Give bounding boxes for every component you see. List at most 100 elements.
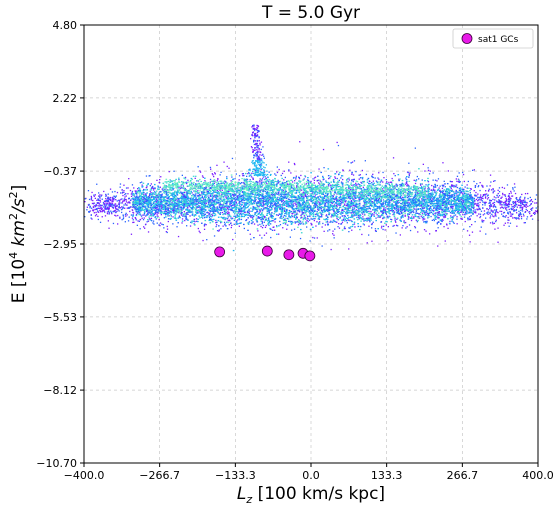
particle: [142, 190, 145, 192]
particle: [191, 182, 193, 184]
particle: [288, 180, 290, 183]
particle: [338, 197, 340, 199]
particle: [127, 187, 129, 189]
particle: [104, 204, 106, 206]
particle: [492, 198, 494, 201]
particle: [177, 198, 179, 201]
particle: [348, 179, 350, 181]
particle: [395, 224, 398, 226]
particle: [421, 212, 424, 214]
particle: [339, 206, 341, 208]
particle: [210, 168, 212, 170]
particle: [495, 209, 497, 211]
particle: [130, 195, 133, 197]
particle: [316, 179, 319, 182]
particle: [484, 204, 486, 206]
particle: [291, 203, 293, 205]
particle: [341, 183, 344, 185]
particle: [519, 201, 521, 203]
particle: [98, 192, 100, 194]
particle: [273, 203, 275, 205]
particle: [234, 178, 236, 180]
particle: [223, 206, 226, 208]
particle: [266, 197, 269, 200]
particle: [248, 208, 250, 210]
particle: [170, 180, 172, 182]
particle: [222, 207, 224, 209]
particle: [377, 194, 380, 196]
particle: [358, 198, 360, 200]
particle: [257, 183, 259, 185]
particle: [426, 205, 429, 207]
particle: [382, 188, 384, 190]
particle: [457, 210, 459, 212]
particle: [84, 216, 86, 218]
particle: [199, 206, 201, 208]
particle: [428, 212, 431, 214]
particle: [230, 226, 232, 229]
particle: [112, 204, 114, 206]
particle: [241, 211, 243, 213]
particle: [199, 171, 202, 173]
particle: [332, 195, 334, 197]
particle: [218, 193, 220, 195]
particle: [354, 197, 357, 200]
particle: [480, 226, 482, 228]
particle: [252, 209, 254, 211]
particle: [332, 207, 334, 210]
particle: [508, 219, 510, 221]
particle: [143, 226, 145, 228]
particle: [254, 187, 256, 189]
particle: [417, 192, 419, 194]
particle: [119, 216, 121, 218]
particle: [100, 211, 102, 213]
particle: [122, 217, 125, 219]
particle: [143, 217, 145, 219]
particle: [516, 198, 518, 201]
particle: [466, 184, 468, 186]
particle: [405, 221, 407, 224]
particle: [131, 190, 134, 193]
particle: [184, 191, 186, 194]
particle: [399, 219, 401, 221]
particle: [172, 209, 174, 212]
particle: [400, 209, 402, 212]
particle: [466, 190, 468, 192]
particle: [492, 202, 494, 204]
particle: [156, 214, 158, 216]
particle: [136, 203, 138, 205]
particle: [107, 196, 109, 198]
particle: [230, 208, 233, 210]
particle: [472, 204, 474, 207]
particle: [451, 181, 453, 183]
particle: [370, 201, 373, 203]
particle: [127, 193, 129, 195]
particle: [422, 207, 424, 209]
particle: [220, 228, 222, 230]
particle: [326, 215, 328, 217]
particle: [304, 218, 307, 220]
particle: [440, 220, 442, 222]
particle: [263, 196, 265, 198]
particle: [456, 216, 458, 218]
particle: [158, 181, 160, 184]
particle: [463, 191, 465, 193]
particle: [497, 192, 499, 195]
particle: [363, 180, 365, 183]
particle: [433, 186, 435, 189]
particle: [212, 174, 214, 176]
particle: [462, 188, 464, 190]
particle: [178, 216, 180, 218]
particle: [252, 178, 254, 180]
particle: [410, 219, 413, 222]
particle: [202, 239, 204, 242]
particle: [481, 184, 483, 186]
particle: [299, 206, 301, 208]
particle: [329, 201, 332, 204]
particle: [157, 185, 159, 187]
particle: [353, 178, 355, 180]
particle: [98, 195, 100, 197]
particle: [124, 196, 126, 198]
particle: [441, 209, 443, 211]
particle: [519, 206, 522, 208]
